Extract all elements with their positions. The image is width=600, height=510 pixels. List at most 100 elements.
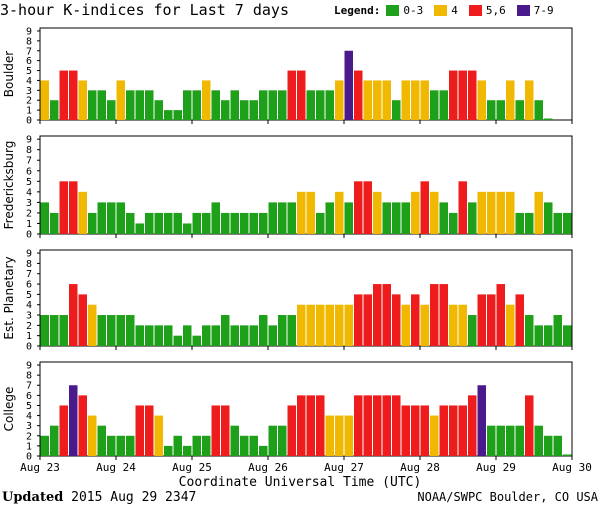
k-index-bar bbox=[401, 202, 410, 234]
k-index-bar bbox=[420, 181, 429, 234]
k-index-bar bbox=[468, 315, 477, 346]
k-index-bar bbox=[449, 70, 458, 120]
k-index-bar bbox=[154, 325, 163, 346]
k-index-bar bbox=[392, 202, 401, 234]
k-index-bar bbox=[411, 191, 420, 234]
k-index-bar bbox=[506, 80, 515, 120]
k-index-bar bbox=[183, 325, 192, 346]
k-index-bar bbox=[344, 202, 353, 234]
k-index-bar bbox=[382, 284, 391, 346]
k-index-bar bbox=[297, 304, 306, 346]
k-index-bar bbox=[392, 395, 401, 456]
k-index-bar bbox=[335, 191, 344, 234]
legend-swatch-7-9 bbox=[516, 4, 530, 16]
x-tick-label: Aug 25 bbox=[172, 461, 212, 474]
y-tick-label: 7 bbox=[26, 156, 32, 167]
k-index-bar bbox=[192, 90, 201, 120]
y-tick-label: 0 bbox=[26, 342, 32, 353]
y-tick-label: 9 bbox=[26, 135, 32, 146]
y-tick-label: 8 bbox=[26, 145, 32, 156]
k-index-bar bbox=[344, 50, 353, 121]
k-index-bar bbox=[344, 415, 353, 456]
k-index-bar bbox=[88, 90, 97, 120]
k-index-bar bbox=[468, 70, 477, 120]
k-index-bar bbox=[259, 315, 268, 346]
k-index-bar bbox=[525, 395, 534, 456]
k-index-bar bbox=[335, 80, 344, 120]
k-index-bar bbox=[544, 325, 553, 346]
k-index-bar bbox=[354, 70, 363, 120]
k-index-bar bbox=[534, 425, 543, 456]
k-index-bar bbox=[107, 202, 116, 234]
k-index-bar bbox=[458, 304, 467, 346]
k-index-bar bbox=[458, 405, 467, 456]
k-index-bar bbox=[297, 395, 306, 456]
x-tick-label: Aug 30 bbox=[552, 461, 592, 474]
k-index-bar bbox=[126, 90, 135, 120]
y-tick-label: 6 bbox=[26, 280, 32, 291]
k-index-bar bbox=[354, 294, 363, 346]
k-index-bar bbox=[40, 315, 49, 346]
k-index-bar bbox=[306, 191, 315, 234]
k-index-bar bbox=[135, 325, 144, 346]
y-tick-label: 4 bbox=[26, 76, 32, 87]
updated-label: Updated bbox=[2, 490, 64, 505]
k-index-bar bbox=[287, 70, 296, 120]
k-index-bar bbox=[373, 191, 382, 234]
y-tick-label: 5 bbox=[26, 290, 32, 301]
k-index-bar bbox=[506, 191, 515, 234]
x-tick-label: Aug 23 bbox=[20, 461, 60, 474]
k-index-bar bbox=[211, 405, 220, 456]
x-tick-label: Aug 24 bbox=[96, 461, 136, 474]
k-index-bar bbox=[525, 212, 534, 234]
k-index-bar bbox=[164, 212, 173, 234]
legend-label: Legend: bbox=[334, 3, 381, 17]
k-index-bar bbox=[563, 454, 572, 456]
k-index-bar bbox=[259, 90, 268, 120]
k-index-bar bbox=[468, 202, 477, 234]
k-index-bar bbox=[544, 118, 553, 120]
k-index-bar bbox=[287, 202, 296, 234]
y-tick-label: 8 bbox=[26, 36, 32, 47]
k-index-bar bbox=[477, 385, 486, 456]
k-index-bar bbox=[78, 395, 87, 456]
k-index-bar bbox=[145, 212, 154, 234]
k-index-bar bbox=[534, 100, 543, 120]
k-index-bar bbox=[78, 191, 87, 234]
k-index-bar bbox=[202, 435, 211, 456]
k-index-bar bbox=[249, 212, 258, 234]
k-index-bar bbox=[268, 325, 277, 346]
k-index-bar bbox=[50, 425, 59, 456]
k-index-bar bbox=[544, 202, 553, 234]
k-index-bar bbox=[515, 100, 524, 120]
k-index-bar bbox=[430, 191, 439, 234]
k-index-bar bbox=[249, 435, 258, 456]
k-index-bar bbox=[544, 435, 553, 456]
k-index-bar bbox=[382, 202, 391, 234]
k-index-bar bbox=[230, 325, 239, 346]
k-index-bar bbox=[306, 395, 315, 456]
k-index-bar bbox=[411, 405, 420, 456]
k-index-bar bbox=[202, 325, 211, 346]
k-index-bar bbox=[69, 181, 78, 234]
k-index-bar bbox=[335, 415, 344, 456]
y-tick-label: 6 bbox=[26, 56, 32, 67]
k-index-bar bbox=[145, 90, 154, 120]
k-index-chart: 0123456789Boulder0123456789Fredericksbur… bbox=[2, 26, 592, 490]
legend: Legend: 0-3 4 5,6 7-9 bbox=[334, 2, 565, 18]
k-index-bar bbox=[439, 405, 448, 456]
k-index-bar bbox=[392, 100, 401, 120]
k-index-bar bbox=[439, 202, 448, 234]
k-index-bar bbox=[183, 223, 192, 234]
y-tick-label: 3 bbox=[26, 86, 32, 97]
k-index-bar bbox=[401, 80, 410, 120]
k-index-bar bbox=[506, 304, 515, 346]
k-index-bar bbox=[126, 435, 135, 456]
k-index-bar bbox=[50, 212, 59, 234]
k-index-bar bbox=[439, 284, 448, 346]
k-index-bar bbox=[97, 202, 106, 234]
k-index-bar bbox=[268, 425, 277, 456]
x-tick-label: Aug 26 bbox=[248, 461, 288, 474]
k-index-bar bbox=[202, 212, 211, 234]
k-index-bar bbox=[173, 212, 182, 234]
